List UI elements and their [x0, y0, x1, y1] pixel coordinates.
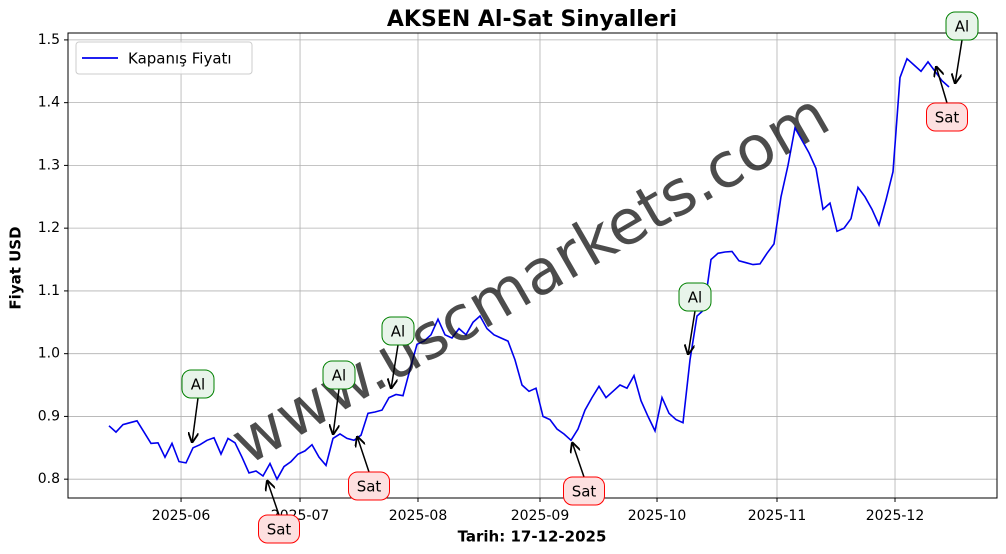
annotation-label: Al	[191, 376, 205, 394]
x-axis-label: Tarih: 17-12-2025	[458, 528, 607, 546]
legend-box	[75, 41, 253, 75]
y-tick-label: 1.3	[38, 157, 60, 173]
y-tick-label: 0.8	[38, 471, 60, 487]
x-tick-label: 2025-11	[748, 508, 807, 524]
annotation-box	[381, 316, 415, 346]
price-line	[108, 57, 950, 481]
x-tick-label: 2025-08	[389, 508, 448, 524]
annotation-arrow	[357, 436, 370, 473]
annotation-label: Al	[955, 18, 969, 36]
annotation-arrow	[936, 66, 948, 104]
annotation-box	[678, 282, 712, 312]
annotation-box	[348, 471, 390, 501]
annotation-box	[181, 369, 215, 399]
annotation-label: Al	[391, 323, 405, 341]
annotation-arrow	[688, 310, 696, 355]
annotation-arrow	[955, 39, 963, 84]
annotation-box	[322, 360, 356, 390]
annotation-box	[563, 476, 605, 506]
annotation-box	[926, 102, 968, 132]
y-tick-label: 1.2	[38, 220, 60, 236]
annotation-label: Sat	[935, 109, 960, 127]
annotation-arrow	[333, 388, 340, 435]
annotation-label: Sat	[357, 478, 382, 496]
annotation-box	[945, 11, 979, 41]
y-tick-label: 0.9	[38, 408, 60, 424]
annotation-arrow	[267, 480, 280, 516]
annotation-box	[258, 514, 300, 544]
annotation-label: Sat	[267, 521, 292, 539]
y-tick-label: 1.4	[38, 95, 60, 111]
annotation-arrow	[572, 442, 585, 478]
annotation-label: Sat	[572, 483, 597, 501]
annotation-arrow	[192, 397, 199, 443]
y-axis-label: Fiyat USD	[7, 226, 25, 309]
x-tick-label: 2025-10	[628, 508, 687, 524]
annotation-label: Al	[688, 289, 702, 307]
chart-title: AKSEN Al-Sat Sinyalleri	[387, 7, 677, 32]
annotation-arrow	[391, 344, 399, 389]
x-tick-label: 2025-09	[511, 508, 570, 524]
y-tick-label: 1.0	[38, 346, 60, 362]
x-tick-label: 2025-06	[152, 508, 211, 524]
x-tick-label: 2025-12	[866, 508, 925, 524]
annotation-label: Al	[332, 367, 346, 385]
plot-frame	[67, 32, 998, 499]
y-tick-label: 1.1	[38, 283, 60, 299]
y-tick-label: 1.5	[38, 32, 60, 48]
legend-label: Kapanış Fiyatı	[128, 50, 232, 68]
